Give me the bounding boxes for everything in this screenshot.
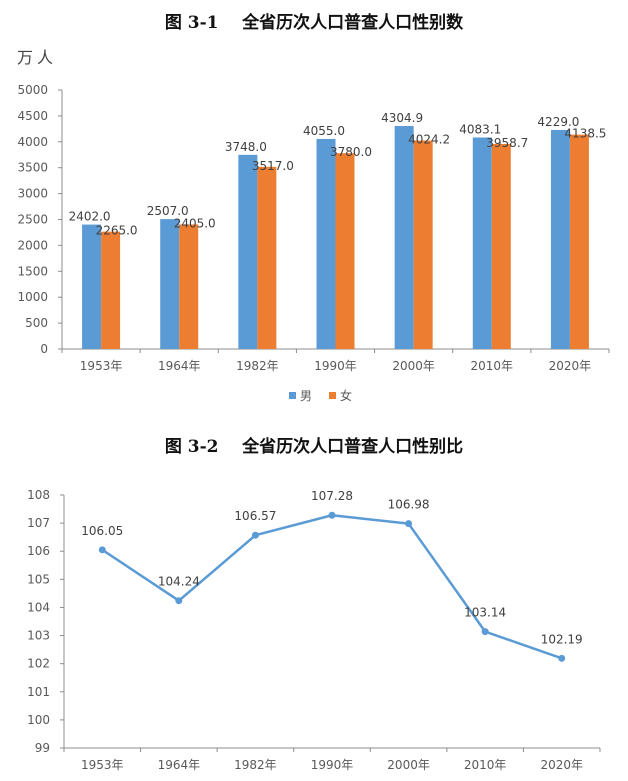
x-tick-label: 2020年 bbox=[549, 359, 592, 373]
data-label: 106.05 bbox=[81, 524, 123, 538]
y-tick-label: 3000 bbox=[17, 187, 48, 201]
data-label: 2507.0 bbox=[147, 204, 189, 218]
x-tick-label: 1990年 bbox=[311, 758, 354, 772]
bar-female bbox=[491, 143, 511, 349]
x-tick-label: 1982年 bbox=[234, 758, 277, 772]
legend-swatch bbox=[329, 392, 336, 399]
data-label: 2402.0 bbox=[69, 210, 111, 224]
y-tick-label: 500 bbox=[25, 316, 48, 330]
y-tick-label: 1000 bbox=[17, 290, 48, 304]
y-tick-label: 2500 bbox=[17, 213, 48, 227]
x-tick-label: 1953年 bbox=[80, 359, 123, 373]
bar-female bbox=[257, 166, 277, 349]
data-label: 2265.0 bbox=[96, 224, 138, 238]
data-point bbox=[481, 628, 489, 636]
y-tick-label: 1500 bbox=[17, 264, 48, 278]
data-point bbox=[405, 520, 413, 528]
figure2-title: 图 3-2 全省历次人口普查人口性别比 bbox=[164, 437, 464, 457]
x-tick-label: 1990年 bbox=[314, 359, 357, 373]
data-label: 103.14 bbox=[464, 606, 506, 620]
data-label: 4055.0 bbox=[303, 124, 345, 138]
bar-male bbox=[238, 154, 258, 349]
bar-male bbox=[316, 138, 336, 349]
data-label: 3780.0 bbox=[330, 145, 372, 159]
data-point bbox=[558, 654, 566, 662]
data-point bbox=[175, 597, 183, 605]
data-label: 3517.0 bbox=[252, 159, 294, 173]
y-tick-label: 102 bbox=[27, 657, 50, 671]
y-tick-label: 0 bbox=[40, 342, 48, 356]
bar-male bbox=[550, 129, 570, 349]
data-label: 4083.1 bbox=[459, 122, 501, 136]
bar-male bbox=[394, 126, 414, 349]
x-tick-label: 1964年 bbox=[158, 758, 201, 772]
data-label: 102.19 bbox=[541, 632, 583, 646]
y-tick-label: 2000 bbox=[17, 238, 48, 252]
x-tick-label: 1953年 bbox=[81, 758, 124, 772]
y-tick-label: 103 bbox=[27, 629, 50, 643]
x-tick-label: 2010年 bbox=[464, 758, 507, 772]
data-point bbox=[251, 531, 259, 539]
x-tick-label: 2010年 bbox=[471, 359, 514, 373]
data-point bbox=[98, 546, 106, 554]
data-label: 4138.5 bbox=[564, 127, 606, 141]
x-tick-label: 2000年 bbox=[392, 359, 435, 373]
y-tick-label: 3500 bbox=[17, 161, 48, 175]
figure1-unit-label: 万人 bbox=[17, 48, 58, 67]
figure1-title: 图 3-1 全省历次人口普查人口性别数 bbox=[164, 13, 464, 33]
bar-male bbox=[472, 137, 492, 349]
y-tick-label: 105 bbox=[27, 572, 50, 586]
bar-female bbox=[179, 224, 199, 349]
data-label: 106.98 bbox=[388, 498, 430, 512]
bar-female bbox=[413, 140, 433, 349]
x-tick-label: 1982年 bbox=[236, 359, 279, 373]
data-point bbox=[328, 511, 336, 519]
x-tick-label: 2000年 bbox=[387, 758, 430, 772]
bar-female bbox=[335, 153, 355, 349]
data-label: 3958.7 bbox=[486, 136, 528, 150]
y-tick-label: 108 bbox=[27, 488, 50, 502]
y-tick-label: 4000 bbox=[17, 135, 48, 149]
data-label: 4304.9 bbox=[381, 111, 423, 125]
y-tick-label: 107 bbox=[27, 516, 50, 530]
bar-chart-population-by-sex: 0 500 1000 1500 2000 2500 3000 3500 4000 4500 5000… bbox=[17, 83, 610, 403]
x-tick-label: 1964年 bbox=[158, 359, 201, 373]
bar-female bbox=[101, 231, 121, 349]
y-tick-label: 4500 bbox=[17, 109, 48, 123]
y-tick-label: 99 bbox=[35, 741, 50, 755]
data-label: 2405.0 bbox=[174, 216, 216, 230]
y-tick-label: 5000 bbox=[17, 83, 48, 97]
bar-male bbox=[160, 219, 180, 349]
data-label: 104.24 bbox=[158, 575, 200, 589]
data-label: 4229.0 bbox=[537, 115, 579, 129]
y-tick-label: 100 bbox=[27, 713, 50, 727]
legend-label: 女 bbox=[340, 388, 352, 403]
data-label: 3748.0 bbox=[225, 140, 267, 154]
x-tick-label: 2020年 bbox=[540, 758, 583, 772]
data-label: 106.57 bbox=[234, 509, 276, 523]
y-tick-label: 104 bbox=[27, 600, 50, 614]
bar-female bbox=[569, 134, 589, 349]
y-tick-label: 106 bbox=[27, 544, 50, 558]
legend-label: 男 bbox=[300, 389, 312, 403]
bar-male bbox=[82, 224, 102, 349]
data-label: 107.28 bbox=[311, 489, 353, 503]
legend-swatch bbox=[289, 392, 296, 399]
data-label: 4024.2 bbox=[408, 133, 450, 147]
y-tick-label: 101 bbox=[27, 685, 50, 699]
